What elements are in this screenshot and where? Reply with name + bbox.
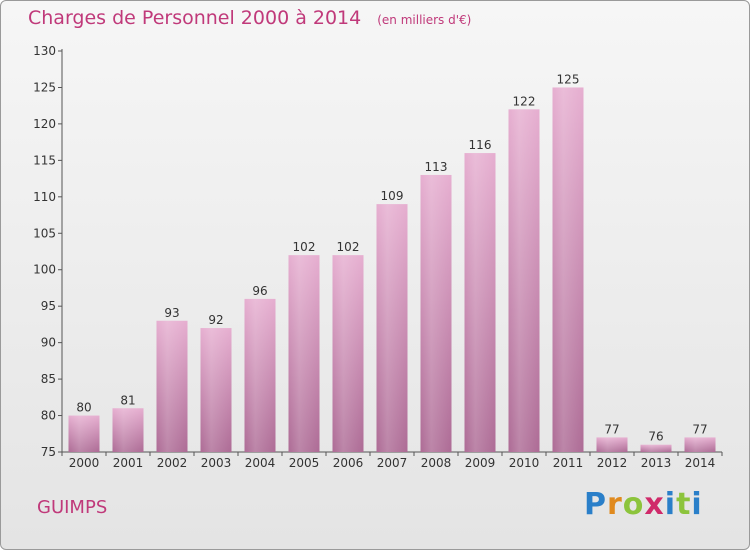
data-labels: 80 81 93 92 96 102 102 109 113 116 122 125 77 76 77: [76, 72, 707, 443]
bar-shine-2008: [420, 174, 452, 453]
data-label-2012: 77: [604, 422, 619, 436]
bar-shine-2004: [244, 298, 276, 452]
x-tick-label-2010: 2010: [509, 456, 540, 470]
x-tick-label-2014: 2014: [685, 456, 716, 470]
y-tick-label: 115: [33, 153, 56, 167]
data-label-2006: 102: [337, 240, 360, 254]
data-label-2011: 125: [557, 72, 580, 86]
bar-shine-2005: [288, 255, 320, 452]
y-tick-label: 130: [33, 44, 56, 58]
data-label-2004: 96: [252, 284, 267, 298]
proxiti-logo[interactable]: Proxiti: [584, 487, 703, 522]
bar-shine-2013: [640, 444, 672, 452]
x-tick-label-2001: 2001: [113, 456, 144, 470]
x-tick-label-2004: 2004: [245, 456, 276, 470]
chart-title: Charges de Personnel 2000 à 2014: [28, 7, 362, 29]
y-tick-label: 75: [41, 445, 56, 459]
x-tick-label-2011: 2011: [553, 456, 584, 470]
data-label-2008: 113: [425, 160, 448, 174]
title-row: Charges de Personnel 2000 à 2014 (en mil…: [28, 7, 471, 29]
data-label-2013: 76: [648, 430, 663, 444]
y-tick-label: 110: [33, 190, 56, 204]
bar-shine-2002: [156, 320, 188, 452]
x-tick-label-2003: 2003: [201, 456, 232, 470]
x-tick-label-2006: 2006: [333, 456, 364, 470]
bar-shine-2001: [112, 408, 144, 452]
data-label-2001: 81: [120, 393, 135, 407]
data-label-2007: 109: [381, 189, 404, 203]
bar-shine-2003: [200, 328, 232, 452]
bars: [68, 87, 716, 453]
bar-shine-2000: [68, 415, 100, 452]
x-tick-label-2008: 2008: [421, 456, 452, 470]
y-tick-label: 85: [41, 372, 56, 386]
x-tick-label-2007: 2007: [377, 456, 408, 470]
data-label-2009: 116: [469, 138, 492, 152]
y-tick-label: 125: [33, 80, 56, 94]
x-tick-label-2002: 2002: [157, 456, 188, 470]
bar-shine-2011: [552, 87, 584, 453]
x-tick-label-2005: 2005: [289, 456, 320, 470]
data-label-2014: 77: [692, 422, 707, 436]
x-tick-label-2012: 2012: [597, 456, 628, 470]
bar-shine-2006: [332, 255, 364, 452]
bar-shine-2012: [596, 437, 628, 452]
y-tick-label: 90: [41, 336, 56, 350]
data-label-2002: 93: [164, 306, 179, 320]
bar-shine-2014: [684, 437, 716, 452]
bar-shine-2009: [464, 153, 496, 452]
data-label-2003: 92: [208, 313, 223, 327]
y-tick-label: 80: [41, 409, 56, 423]
chart-subtitle: (en milliers d'€): [377, 13, 472, 27]
y-tick-label: 95: [41, 299, 56, 313]
commune-name: GUIMPS: [37, 497, 108, 518]
data-label-2005: 102: [293, 240, 316, 254]
y-tick-label: 100: [33, 263, 56, 277]
data-label-2010: 122: [513, 94, 536, 108]
y-tick-label: 105: [33, 226, 56, 240]
data-label-2000: 80: [76, 401, 91, 415]
bar-shine-2007: [376, 204, 408, 452]
y-tick-label: 120: [33, 117, 56, 131]
bar-shine-2010: [508, 109, 540, 452]
x-tick-label-2013: 2013: [641, 456, 672, 470]
x-tick-label-2000: 2000: [69, 456, 100, 470]
x-tick-label-2009: 2009: [465, 456, 496, 470]
